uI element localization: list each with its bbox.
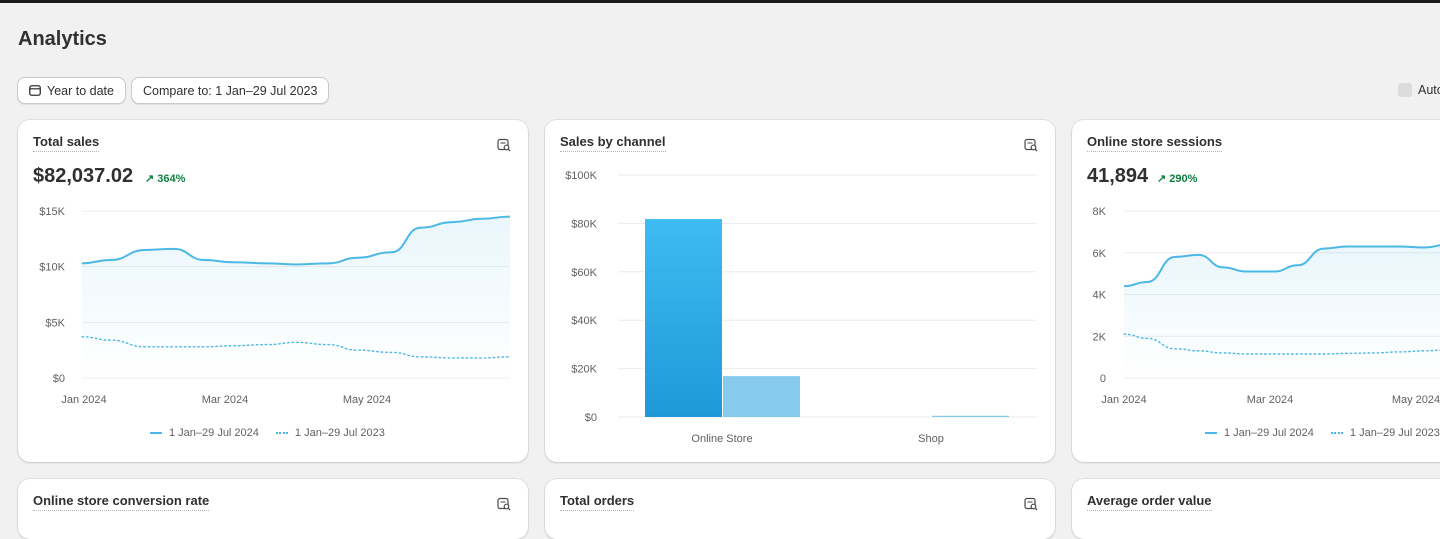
y-tick-label: $15K (39, 206, 65, 218)
bar-shop-1[interactable] (932, 415, 1009, 417)
total-sales-value: $82,037.02 (33, 165, 134, 187)
y-tick-label: $40K (571, 315, 597, 327)
date-range-label: Year to date (47, 83, 114, 98)
y-tick-label: $0 (53, 373, 65, 385)
card-title[interactable]: Total orders (560, 493, 635, 511)
legend: 1 Jan–29 Jul 2024 1 Jan–29 Jul 2023 (150, 427, 385, 439)
sessions-value: 41,894 (1087, 165, 1149, 187)
legend-previous: 1 Jan–29 Jul 2023 (294, 427, 385, 439)
conversion-rate-card: Online store conversion rate (18, 479, 528, 539)
total-sales-change: ↗ 364% (145, 172, 185, 185)
legend-previous: 1 Jan–29 Jul 2023 (1349, 427, 1440, 439)
change-value: 364% (157, 173, 186, 185)
average-order-value-card: Average order value (1072, 479, 1440, 539)
x-tick-label: Online Store (691, 433, 752, 445)
x-tick-label: Mar 2024 (202, 394, 248, 406)
date-range-button[interactable]: Year to date (17, 77, 126, 104)
card-title[interactable]: Average order value (1087, 493, 1212, 511)
explore-report-icon[interactable] (1024, 497, 1038, 511)
card-title[interactable]: Total sales (33, 134, 100, 152)
x-tick-label: May 2024 (343, 394, 391, 406)
compare-label: Compare to: 1 Jan–29 Jul 2023 (143, 83, 318, 98)
y-tick-label: $0 (585, 412, 597, 424)
y-tick-label: 4K (1093, 290, 1107, 302)
series-area (82, 216, 510, 378)
arrow-up-right-icon: ↗ (1157, 173, 1167, 185)
x-tick-label: May 2024 (1392, 394, 1440, 406)
y-tick-label: $10K (39, 262, 65, 274)
legend-solid-line (150, 432, 162, 434)
total-orders-card: Total orders (545, 479, 1055, 539)
change-value: 290% (1169, 173, 1198, 185)
x-tick-label: Jan 2024 (1101, 394, 1146, 406)
total-sales-card: $0 $5K $10K $15K Jan 2024 Mar 2024 May 2024 To… (18, 120, 528, 462)
auto-refresh-checkbox[interactable] (1398, 83, 1412, 97)
legend-current: 1 Jan–29 Jul 2024 (169, 427, 259, 439)
y-tick-label: $5K (45, 317, 65, 329)
legend: 1 Jan–29 Jul 2024 1 Jan–29 Jul 2023 (1205, 427, 1440, 439)
card-title[interactable]: Online store conversion rate (33, 493, 210, 511)
arrow-up-right-icon: ↗ (145, 173, 155, 185)
bar-online-store-1[interactable] (723, 376, 800, 417)
legend-current: 1 Jan–29 Jul 2024 (1224, 427, 1314, 439)
sessions-chart: 0 2K 4K 6K 8K Jan 2024 Mar 2024 May 2024 (1093, 206, 1440, 406)
card-title[interactable]: Sales by channel (560, 134, 666, 152)
sessions-change: ↗ 290% (1157, 172, 1197, 185)
y-tick-label: 2K (1093, 331, 1107, 343)
y-tick-label: 0 (1100, 373, 1106, 385)
y-tick-label: $80K (571, 218, 597, 230)
compare-button[interactable]: Compare to: 1 Jan–29 Jul 2023 (131, 77, 330, 104)
calendar-icon (29, 85, 41, 96)
y-tick-label: $20K (571, 364, 597, 376)
x-tick-label: Mar 2024 (1247, 394, 1293, 406)
sales-by-channel-chart: $0 $20K $40K $60K $80K $100K Online Store Shop (565, 170, 1037, 445)
bar-online-store-0[interactable] (645, 219, 722, 417)
sales-by-channel-card: $0 $20K $40K $60K $80K $100K Online Store Shop … (545, 120, 1055, 462)
x-tick-label: Shop (918, 433, 944, 445)
sessions-card: 0 2K 4K 6K 8K Jan 2024 Mar 2024 May 2024 Online… (1072, 120, 1440, 462)
legend-dotted-line (1330, 432, 1343, 434)
series-area (1124, 245, 1440, 378)
top-bar (0, 0, 1440, 3)
card-title[interactable]: Online store sessions (1087, 134, 1223, 152)
x-tick-label: Jan 2024 (61, 394, 106, 406)
explore-report-icon[interactable] (1024, 138, 1038, 152)
explore-report-icon[interactable] (497, 138, 511, 152)
legend-solid-line (1205, 432, 1217, 434)
total-sales-chart: $0 $5K $10K $15K Jan 2024 Mar 2024 May 2024 (39, 206, 511, 406)
y-tick-label: 8K (1093, 206, 1107, 218)
legend-dotted-line (275, 432, 288, 434)
page-title: Analytics (18, 28, 107, 50)
series-line-current[interactable] (81, 215, 511, 266)
series-line-previous[interactable] (1123, 333, 1440, 355)
auto-refresh-label: Auto (1418, 83, 1440, 97)
y-tick-label: $100K (565, 170, 597, 182)
y-tick-label: 6K (1093, 248, 1107, 260)
y-tick-label: $60K (571, 267, 597, 279)
series-line-current[interactable] (1123, 244, 1440, 288)
auto-refresh-toggle[interactable]: Auto (1398, 83, 1440, 97)
series-line-previous[interactable] (81, 336, 511, 359)
